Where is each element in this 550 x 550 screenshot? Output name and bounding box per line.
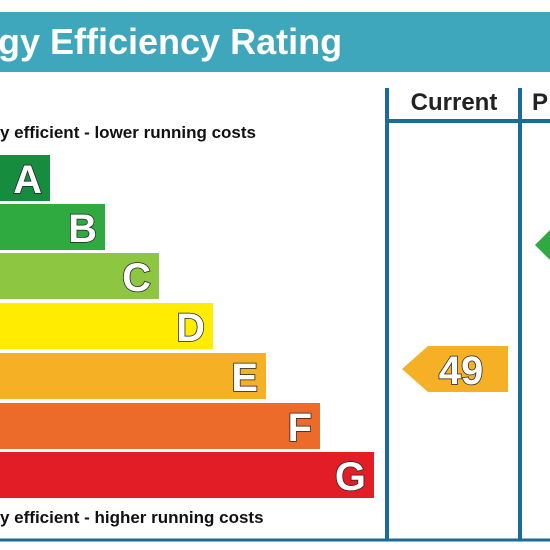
band-letter: C	[122, 256, 151, 300]
band	[0, 403, 320, 449]
column-header: P	[532, 89, 548, 116]
band-letter: B	[68, 207, 97, 251]
band	[0, 452, 374, 498]
band-letter: D	[176, 306, 205, 350]
bottom-note: y efficient - higher running costs	[0, 508, 264, 527]
band-letter: G	[335, 455, 366, 499]
current-arrow	[402, 346, 508, 392]
band-letter: F	[288, 406, 312, 450]
band-letter: A	[13, 158, 42, 202]
top-note: y efficient - lower running costs	[0, 123, 256, 142]
header-bar	[0, 12, 550, 72]
title: gy Efficiency Rating	[0, 21, 342, 62]
potential-arrow	[535, 230, 550, 260]
current-value: 49	[439, 349, 484, 393]
band	[0, 303, 213, 349]
band	[0, 353, 266, 399]
column-header: Current	[411, 89, 498, 116]
band	[0, 155, 50, 201]
band	[0, 253, 159, 299]
band	[0, 204, 105, 250]
band-letter: E	[231, 356, 258, 400]
